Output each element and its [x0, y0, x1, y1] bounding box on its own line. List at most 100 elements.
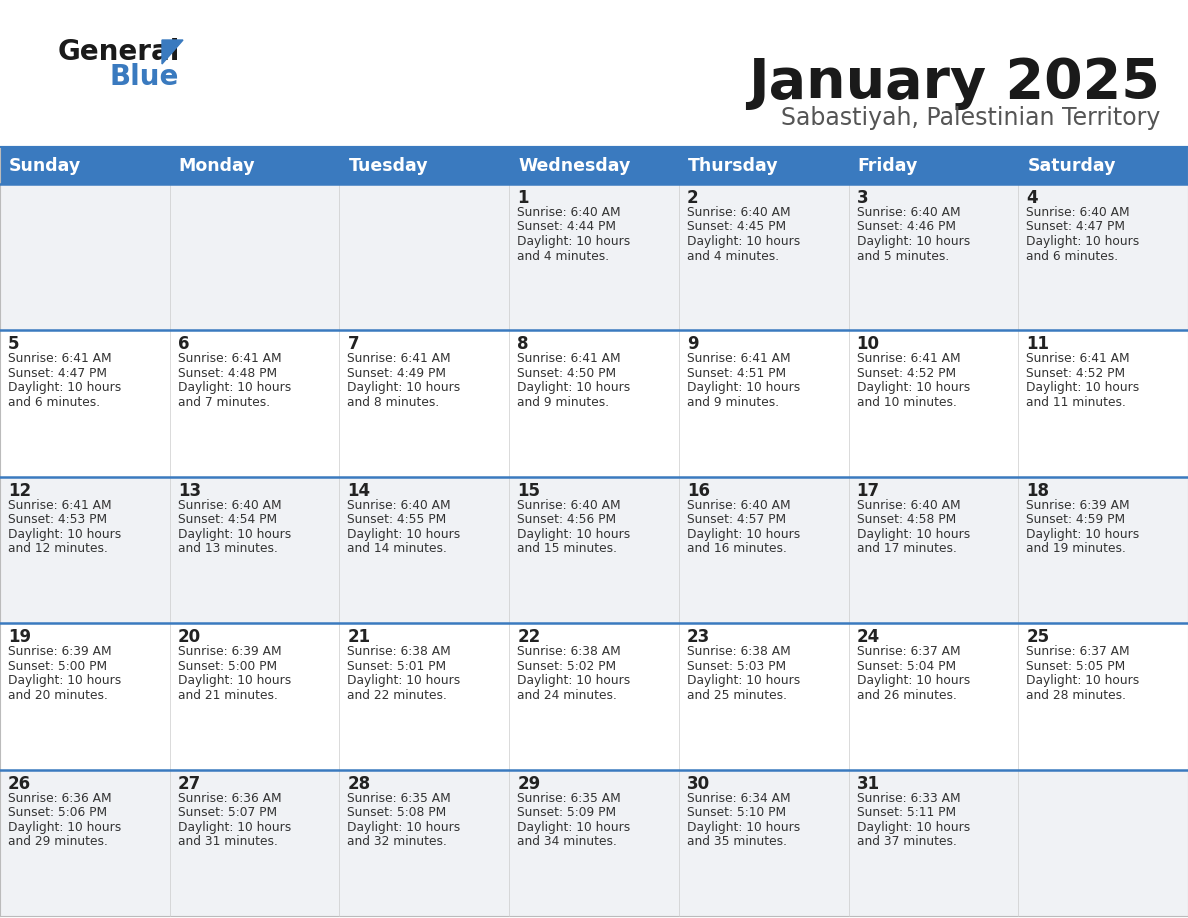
Text: and 12 minutes.: and 12 minutes. — [8, 543, 108, 555]
Text: Sunrise: 6:35 AM: Sunrise: 6:35 AM — [347, 791, 451, 804]
Bar — [170, 148, 340, 184]
Bar — [0, 476, 170, 623]
Text: and 9 minutes.: and 9 minutes. — [687, 396, 779, 409]
Text: Daylight: 10 hours: Daylight: 10 hours — [178, 528, 291, 541]
Text: Sunrise: 6:38 AM: Sunrise: 6:38 AM — [687, 645, 790, 658]
Text: and 21 minutes.: and 21 minutes. — [178, 688, 278, 701]
Text: Daylight: 10 hours: Daylight: 10 hours — [8, 821, 121, 834]
Text: 11: 11 — [1026, 335, 1049, 353]
Text: Sunset: 5:01 PM: Sunset: 5:01 PM — [347, 660, 447, 673]
Bar — [678, 184, 848, 330]
Bar — [848, 184, 1018, 330]
Bar — [678, 148, 848, 184]
Text: Thursday: Thursday — [688, 157, 778, 175]
Text: and 29 minutes.: and 29 minutes. — [8, 835, 108, 848]
Text: 23: 23 — [687, 628, 710, 646]
Bar — [1018, 148, 1188, 184]
Text: Daylight: 10 hours: Daylight: 10 hours — [347, 821, 461, 834]
Text: Sunset: 4:52 PM: Sunset: 4:52 PM — [857, 367, 955, 380]
Bar — [0, 184, 170, 330]
Text: and 35 minutes.: and 35 minutes. — [687, 835, 786, 848]
Text: Sunrise: 6:40 AM: Sunrise: 6:40 AM — [857, 206, 960, 219]
Bar — [510, 330, 678, 476]
Text: Daylight: 10 hours: Daylight: 10 hours — [178, 674, 291, 688]
Text: Daylight: 10 hours: Daylight: 10 hours — [857, 381, 969, 395]
Text: Daylight: 10 hours: Daylight: 10 hours — [687, 235, 800, 248]
Text: Sunset: 4:46 PM: Sunset: 4:46 PM — [857, 220, 955, 233]
Text: Sunset: 4:53 PM: Sunset: 4:53 PM — [8, 513, 107, 526]
Text: Sunrise: 6:36 AM: Sunrise: 6:36 AM — [178, 791, 282, 804]
Text: 1: 1 — [517, 189, 529, 207]
Bar — [0, 330, 170, 476]
Text: Sunday: Sunday — [10, 157, 81, 175]
Text: Sunset: 4:55 PM: Sunset: 4:55 PM — [347, 513, 447, 526]
Text: and 37 minutes.: and 37 minutes. — [857, 835, 956, 848]
Bar — [170, 476, 340, 623]
Text: Daylight: 10 hours: Daylight: 10 hours — [687, 528, 800, 541]
Text: Sunset: 4:50 PM: Sunset: 4:50 PM — [517, 367, 617, 380]
Text: Sunset: 5:10 PM: Sunset: 5:10 PM — [687, 806, 786, 819]
Text: 12: 12 — [8, 482, 31, 499]
Text: and 4 minutes.: and 4 minutes. — [517, 250, 609, 263]
Text: 31: 31 — [857, 775, 879, 792]
Text: Friday: Friday — [858, 157, 918, 175]
Text: Sunrise: 6:41 AM: Sunrise: 6:41 AM — [517, 353, 621, 365]
Bar — [1018, 769, 1188, 916]
Text: Sunrise: 6:37 AM: Sunrise: 6:37 AM — [857, 645, 960, 658]
Text: Sunrise: 6:41 AM: Sunrise: 6:41 AM — [687, 353, 790, 365]
Bar — [1018, 184, 1188, 330]
Text: Sunset: 5:00 PM: Sunset: 5:00 PM — [178, 660, 277, 673]
Bar — [170, 623, 340, 769]
Text: Sunset: 4:45 PM: Sunset: 4:45 PM — [687, 220, 786, 233]
Text: Sunrise: 6:40 AM: Sunrise: 6:40 AM — [517, 498, 621, 512]
Text: Daylight: 10 hours: Daylight: 10 hours — [178, 381, 291, 395]
Bar — [0, 148, 170, 184]
Text: Daylight: 10 hours: Daylight: 10 hours — [517, 674, 631, 688]
Text: Sunrise: 6:39 AM: Sunrise: 6:39 AM — [1026, 498, 1130, 512]
Text: and 24 minutes.: and 24 minutes. — [517, 688, 617, 701]
Text: Daylight: 10 hours: Daylight: 10 hours — [857, 821, 969, 834]
Text: 7: 7 — [347, 335, 359, 353]
Text: January 2025: January 2025 — [748, 56, 1159, 110]
Text: and 5 minutes.: and 5 minutes. — [857, 250, 949, 263]
Text: 27: 27 — [178, 775, 201, 792]
Text: Sunrise: 6:38 AM: Sunrise: 6:38 AM — [347, 645, 451, 658]
Bar — [340, 623, 510, 769]
Text: and 28 minutes.: and 28 minutes. — [1026, 688, 1126, 701]
Text: and 32 minutes.: and 32 minutes. — [347, 835, 448, 848]
Text: Daylight: 10 hours: Daylight: 10 hours — [517, 528, 631, 541]
Text: 15: 15 — [517, 482, 541, 499]
Text: and 8 minutes.: and 8 minutes. — [347, 396, 440, 409]
Text: and 19 minutes.: and 19 minutes. — [1026, 543, 1126, 555]
Text: Sunset: 5:08 PM: Sunset: 5:08 PM — [347, 806, 447, 819]
Text: and 14 minutes.: and 14 minutes. — [347, 543, 448, 555]
Text: 5: 5 — [8, 335, 19, 353]
Text: and 4 minutes.: and 4 minutes. — [687, 250, 779, 263]
Text: 29: 29 — [517, 775, 541, 792]
Text: 8: 8 — [517, 335, 529, 353]
Text: 2: 2 — [687, 189, 699, 207]
Text: Daylight: 10 hours: Daylight: 10 hours — [517, 235, 631, 248]
Text: and 15 minutes.: and 15 minutes. — [517, 543, 617, 555]
Text: Daylight: 10 hours: Daylight: 10 hours — [857, 528, 969, 541]
Bar — [848, 148, 1018, 184]
Text: Sunrise: 6:41 AM: Sunrise: 6:41 AM — [178, 353, 282, 365]
Text: Daylight: 10 hours: Daylight: 10 hours — [8, 381, 121, 395]
Text: and 10 minutes.: and 10 minutes. — [857, 396, 956, 409]
Text: 22: 22 — [517, 628, 541, 646]
Text: Sunset: 4:56 PM: Sunset: 4:56 PM — [517, 513, 617, 526]
Text: Sunrise: 6:37 AM: Sunrise: 6:37 AM — [1026, 645, 1130, 658]
Text: Wednesday: Wednesday — [518, 157, 631, 175]
Text: Sunset: 4:54 PM: Sunset: 4:54 PM — [178, 513, 277, 526]
Text: and 17 minutes.: and 17 minutes. — [857, 543, 956, 555]
Bar — [1018, 476, 1188, 623]
Text: and 34 minutes.: and 34 minutes. — [517, 835, 617, 848]
Bar — [848, 476, 1018, 623]
Text: Sunrise: 6:34 AM: Sunrise: 6:34 AM — [687, 791, 790, 804]
Text: Sunset: 5:06 PM: Sunset: 5:06 PM — [8, 806, 107, 819]
Bar — [340, 148, 510, 184]
Text: Sunset: 5:03 PM: Sunset: 5:03 PM — [687, 660, 786, 673]
Text: Sunrise: 6:33 AM: Sunrise: 6:33 AM — [857, 791, 960, 804]
Text: 13: 13 — [178, 482, 201, 499]
Text: Sabastiyah, Palestinian Territory: Sabastiyah, Palestinian Territory — [781, 106, 1159, 130]
